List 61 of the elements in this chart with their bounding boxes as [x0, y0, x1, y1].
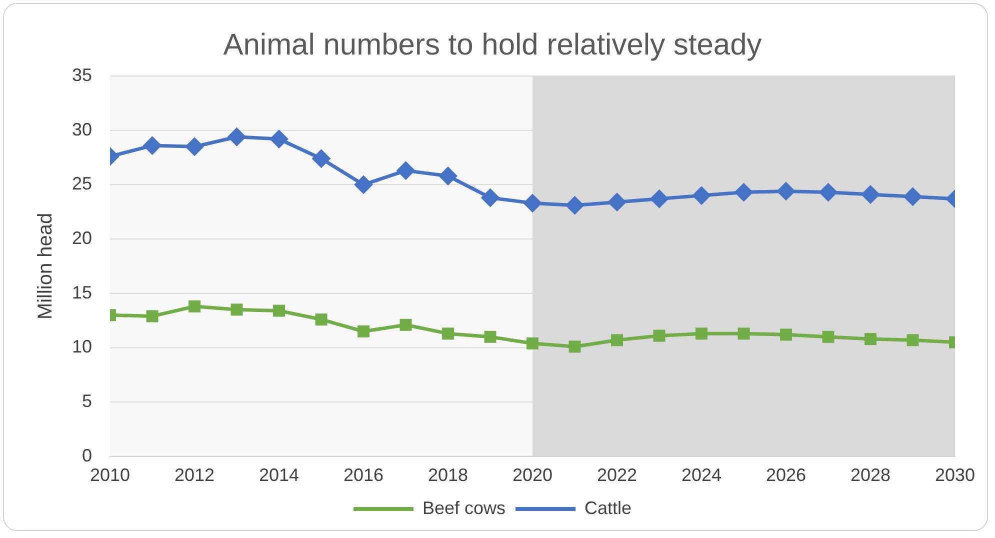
y-tick-label: 20	[72, 228, 92, 248]
point	[611, 334, 623, 346]
point	[315, 313, 328, 326]
point	[482, 188, 500, 206]
y-axis-title: Million head	[34, 212, 57, 320]
x-tick-label: 2030	[934, 465, 976, 486]
point	[568, 340, 581, 353]
x-tick-label: 2022	[596, 465, 638, 486]
x-tick-label: 2024	[681, 465, 722, 486]
point	[822, 330, 834, 343]
point	[526, 337, 539, 350]
point	[862, 186, 880, 204]
point	[696, 328, 708, 340]
x-tick-label: 2012	[174, 465, 215, 486]
point	[186, 138, 204, 156]
point	[397, 162, 415, 180]
y-tick-label: 30	[72, 119, 92, 140]
y-tick-label: 5	[82, 391, 92, 412]
point	[864, 333, 876, 346]
point	[270, 130, 288, 148]
x-tick-label: 2028	[850, 465, 891, 486]
y-tick-label: 35	[72, 64, 92, 85]
y-tick-label: 10	[72, 336, 92, 357]
point	[400, 318, 412, 331]
point	[188, 300, 201, 312]
point	[692, 186, 710, 204]
point	[820, 184, 838, 202]
x-tick-label: 2018	[428, 465, 468, 486]
point	[906, 334, 919, 346]
point	[442, 328, 454, 340]
point	[439, 167, 457, 185]
y-tick-label: 0	[82, 445, 92, 466]
point	[524, 194, 542, 212]
point	[780, 328, 792, 341]
point	[738, 328, 750, 340]
point	[777, 182, 795, 200]
legend-label: Cattle	[584, 498, 632, 518]
x-tick-label: 2026	[766, 465, 806, 486]
point	[653, 330, 666, 342]
point	[146, 310, 158, 322]
legend-label: Beef cows	[422, 498, 506, 518]
point	[273, 304, 286, 317]
point	[735, 184, 753, 202]
point	[312, 150, 330, 168]
point	[354, 176, 372, 194]
point	[484, 330, 496, 343]
point	[904, 188, 922, 206]
x-tick-label: 2010	[90, 465, 130, 486]
point	[358, 325, 370, 338]
point	[230, 304, 243, 316]
x-tick-label: 2014	[258, 465, 300, 486]
y-tick-label: 25	[72, 174, 92, 194]
x-tick-label: 2016	[343, 465, 384, 486]
y-tick-label: 15	[72, 282, 92, 302]
point	[566, 196, 584, 214]
point	[608, 193, 626, 211]
chart-title: Animal numbers to hold relatively steady	[223, 28, 762, 62]
x-tick-label: 2020	[512, 465, 553, 486]
point	[144, 136, 162, 154]
point	[650, 190, 668, 208]
point	[228, 128, 246, 146]
